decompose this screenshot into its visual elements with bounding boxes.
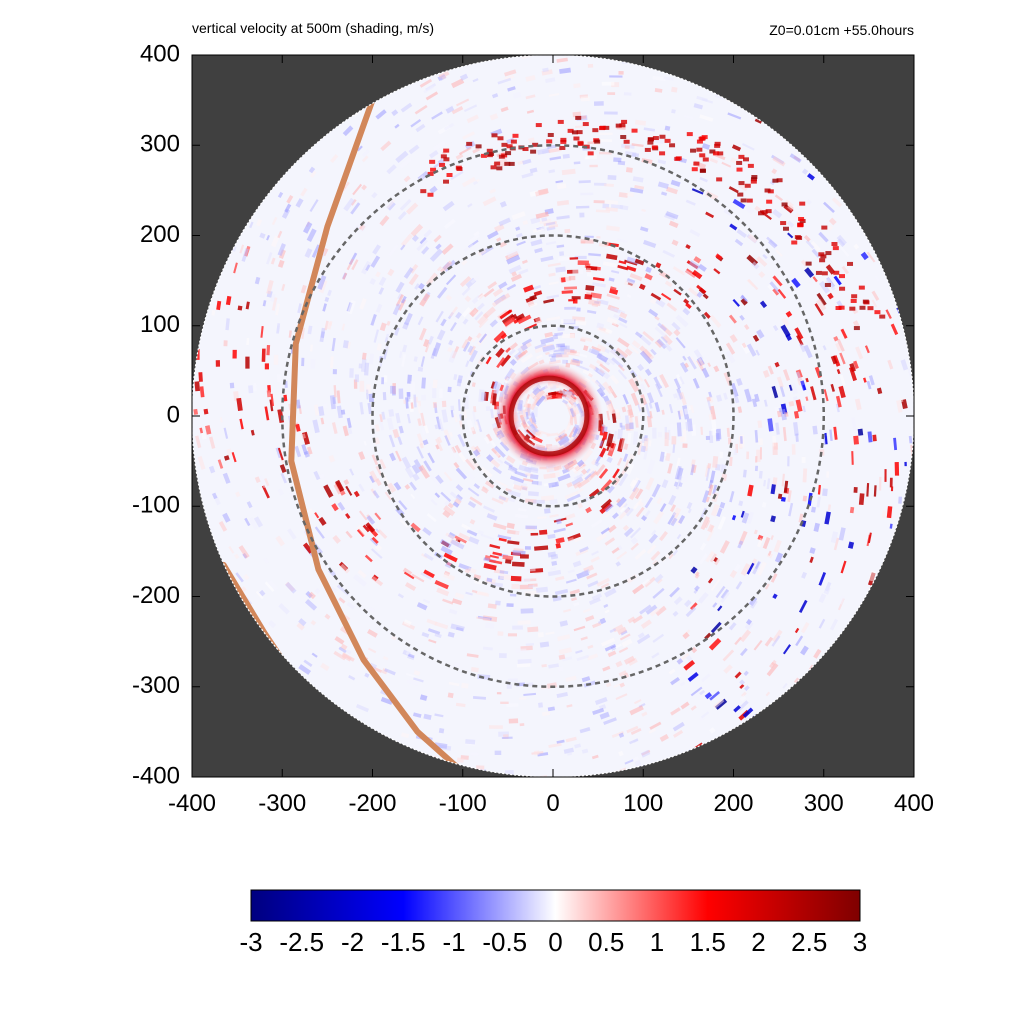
colorbar-tick-label: -0.5 — [482, 927, 527, 957]
colorbar-tick-label: 0 — [548, 927, 562, 957]
front-line-1 — [288, 97, 462, 771]
y-tick-label: -300 — [132, 672, 180, 699]
range-ring-300 — [281, 144, 825, 688]
colorbar-tick-label: 2 — [751, 927, 765, 957]
colorbar-tick-label: -2 — [341, 927, 364, 957]
colorbar-tick-label: 1.5 — [690, 927, 726, 957]
x-tick-label: 200 — [713, 790, 753, 817]
colorbar-tick-label: -2.5 — [279, 927, 324, 957]
colorbar-tick-label: -1 — [442, 927, 465, 957]
x-tick-label: -100 — [439, 790, 487, 817]
y-tick-label: 300 — [140, 131, 180, 158]
x-tick-label: -200 — [348, 790, 396, 817]
y-tick-label: 0 — [167, 401, 180, 428]
colorbar-tick-label: 1 — [650, 927, 664, 957]
y-tick-label: -200 — [132, 582, 180, 609]
x-tick-label: -300 — [258, 790, 306, 817]
chart-subtitle: Z0=0.01cm +55.0hours — [769, 22, 914, 38]
colorbar-tick-label: -3 — [239, 927, 262, 957]
range-ring-200 — [371, 234, 735, 598]
colorbar-tick-label: -1.5 — [381, 927, 426, 957]
x-tick-label: 100 — [623, 790, 663, 817]
range-ring-100 — [461, 324, 645, 508]
x-tick-label: 300 — [804, 790, 844, 817]
x-tick-label: 0 — [546, 790, 559, 817]
chart-title: vertical velocity at 500m (shading, m/s) — [192, 20, 434, 36]
x-tick-label: 400 — [894, 790, 934, 817]
colorbar-tick-label: 2.5 — [791, 927, 827, 957]
x-tick-label: -400 — [168, 790, 216, 817]
colorbar-tick-label: 0.5 — [588, 927, 624, 957]
y-tick-label: -400 — [132, 762, 180, 789]
y-tick-label: 100 — [140, 311, 180, 338]
y-tick-label: 400 — [140, 40, 180, 67]
colorbar — [250, 889, 861, 922]
colorbar-tick-label: 3 — [853, 927, 867, 957]
y-tick-label: 200 — [140, 221, 180, 248]
y-tick-label: -100 — [132, 492, 180, 519]
